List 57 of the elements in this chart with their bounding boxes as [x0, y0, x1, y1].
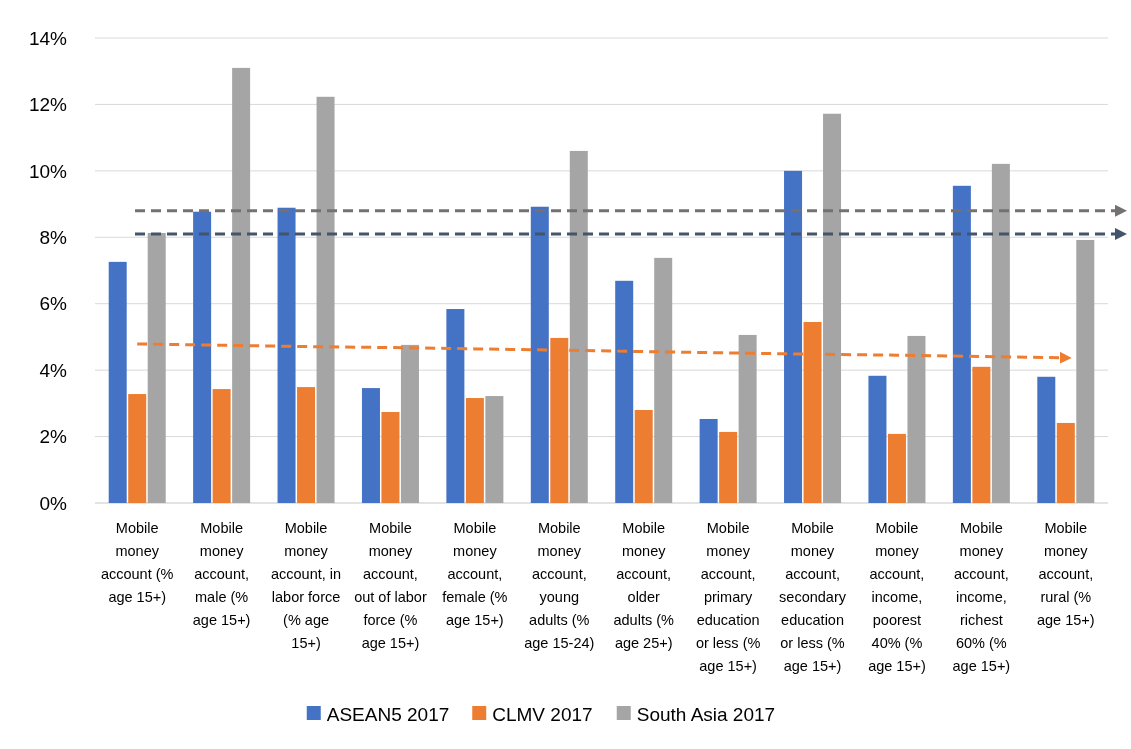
bar [361, 388, 380, 503]
bar [316, 96, 335, 503]
y-tick-label: 10% [28, 160, 68, 182]
bar [615, 280, 634, 503]
bar [887, 433, 906, 503]
legend-label: South Asia 2017 [636, 703, 776, 725]
bar [530, 206, 549, 503]
bar [108, 261, 127, 503]
bar [991, 163, 1010, 503]
x-tick-label: Mobile money account, older adults (% age 25+) [613, 520, 675, 651]
bar [212, 389, 231, 503]
y-tick-label: 0% [39, 492, 68, 514]
bar [1056, 422, 1075, 503]
bar [277, 207, 296, 503]
bar [634, 410, 653, 503]
bar [1076, 239, 1095, 503]
bar [465, 398, 484, 503]
x-tick-label: Mobile money account, secondary education or less (% age 15+) [779, 520, 847, 674]
bar [719, 431, 738, 503]
bar [907, 335, 926, 503]
y-tick-label: 14% [28, 27, 68, 49]
bar [446, 309, 465, 503]
bar [738, 334, 757, 503]
y-tick-label: 8% [39, 226, 68, 248]
x-tick-label: Mobile money account, male (% age 15+) [192, 520, 251, 628]
x-tick-label: Mobile money account, female (% age 15+) [442, 520, 508, 628]
bar [128, 394, 147, 503]
legend-label: ASEAN5 2017 [326, 703, 450, 725]
bar [868, 375, 887, 503]
bar [654, 257, 673, 503]
bar [400, 344, 419, 503]
x-tick-label: Mobile money account, income, poorest 40% (% age 15+) [868, 520, 926, 674]
bar [699, 418, 718, 503]
x-tick-label: Mobile money account (% age 15+) [100, 520, 174, 605]
y-tick-label: 12% [28, 94, 68, 116]
bar [823, 113, 842, 503]
y-tick-label: 6% [39, 293, 68, 315]
x-tick-label: Mobile money account, in labor force (% age 15+) [270, 520, 342, 651]
bar [381, 411, 400, 503]
x-tick-label: Mobile money account, income, richest 60% (% age 15+) [952, 520, 1011, 674]
bar [1037, 376, 1056, 503]
bar [193, 211, 212, 503]
bar [297, 387, 316, 503]
bar [569, 150, 588, 503]
x-tick-label: Mobile money account, out of labor force (% age 15+) [354, 520, 427, 651]
y-tick-label: 2% [39, 426, 68, 448]
y-tick-label: 4% [39, 359, 68, 381]
bar [147, 232, 166, 503]
bar [952, 185, 971, 503]
bar [972, 366, 991, 503]
bar [232, 67, 251, 503]
bar [485, 396, 504, 503]
x-tick-label: Mobile money account, young adults (% age 15-24) [524, 520, 595, 651]
x-tick-label: Mobile money account, rural (% age 15+) [1036, 520, 1095, 628]
legend-label: CLMV 2017 [492, 703, 593, 725]
x-tick-label: Mobile money account, primary education or less (% age 15+) [695, 520, 761, 674]
bar [784, 170, 803, 503]
